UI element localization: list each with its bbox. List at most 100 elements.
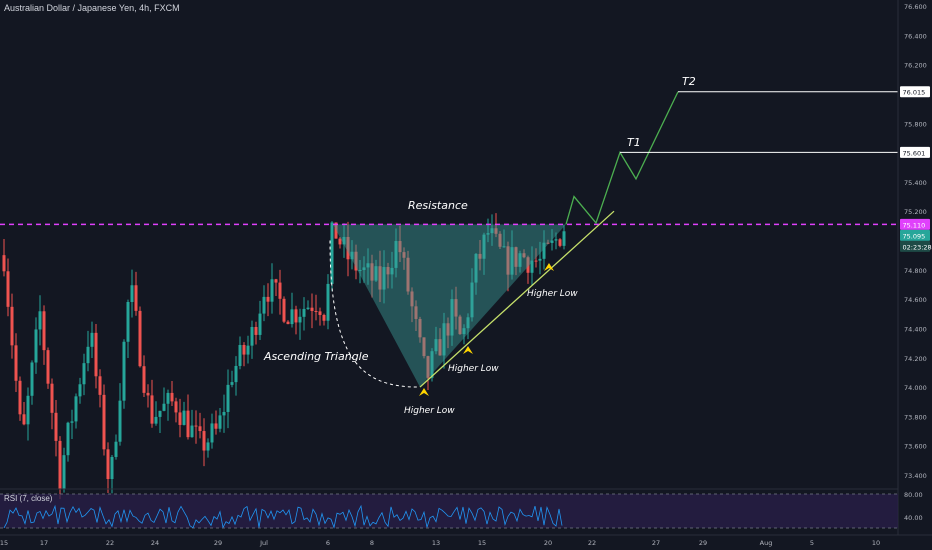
candle-body [134, 285, 138, 311]
candle-body [294, 309, 298, 323]
price-tick-label: 76.200 [904, 62, 927, 70]
time-axis[interactable]: 15 17 22 24 29 Jul 6 8 13 15 20 22 27 29 Aug 5 10 [0, 534, 932, 547]
higher-low-marker-2 [463, 346, 473, 354]
candle-body [106, 449, 110, 479]
price-tick-label: 74.600 [904, 296, 927, 304]
candle-body [186, 410, 190, 438]
price-axis[interactable]: 76.60076.40076.20076.00075.80075.60075.4… [897, 0, 932, 535]
resistance-label: Resistance [408, 199, 468, 212]
candle-body [282, 298, 286, 322]
candle-body [430, 351, 434, 378]
candle-body [402, 252, 406, 258]
time-tick-label: Aug [760, 539, 773, 547]
rsi-lower-label: 40.00 [904, 514, 923, 522]
candle-body [358, 269, 362, 271]
chart-title: Australian Dollar / Japanese Yen, 4h, FX… [4, 3, 180, 13]
candle-body [390, 267, 394, 275]
price-tick-label: 75.200 [904, 208, 927, 216]
candle-body [74, 396, 78, 422]
candle-body [198, 426, 202, 432]
candle-body [78, 384, 82, 397]
time-tick-label: 5 [810, 539, 814, 547]
higher-low-label-3: Higher Low [527, 289, 578, 299]
candle-body [562, 231, 566, 246]
candle-body [270, 279, 274, 302]
time-tick-label: 8 [370, 539, 374, 547]
t2-price-badge: 76.015 [903, 89, 926, 97]
higher-low-marker-3 [544, 263, 554, 271]
time-tick-label: 6 [326, 539, 330, 547]
candle-body [174, 401, 178, 413]
candle-body [70, 421, 74, 423]
triangle-arc [329, 240, 419, 388]
candle-body [470, 282, 474, 318]
price-tick-label: 74.000 [904, 384, 927, 392]
candle-body [542, 242, 546, 259]
rsi-pane: 80.00 40.00 [0, 488, 923, 529]
candle-body [18, 380, 22, 415]
time-tick-label: 29 [214, 539, 222, 547]
candle-body [46, 350, 50, 384]
candle-body [302, 308, 306, 317]
candle-body [62, 455, 66, 490]
projection-path [565, 91, 679, 225]
candle-body [258, 313, 262, 335]
higher-low-marker-1 [419, 388, 429, 396]
candle-body [226, 384, 230, 412]
candle-body [526, 257, 530, 273]
countdown-badge-bg [900, 240, 930, 252]
time-tick-label: 29 [699, 539, 707, 547]
t1-price-badge-bg [900, 146, 930, 158]
candle-body [14, 345, 18, 381]
rsi-label: RSI (7, close) [4, 494, 53, 503]
countdown-badge: 02:23:28 [903, 243, 932, 251]
candle-body [202, 431, 206, 451]
candle-body [558, 239, 562, 246]
candle-body [298, 316, 302, 323]
price-tick-label: 74.800 [904, 267, 927, 275]
candle-body [546, 242, 550, 244]
candle-body [26, 395, 30, 425]
candles-layer [2, 213, 566, 500]
candle-body [290, 309, 294, 325]
candle-body [522, 253, 526, 258]
candle-body [118, 400, 122, 442]
candle-body [534, 260, 538, 262]
candle-body [506, 246, 510, 275]
candle-body [34, 329, 38, 363]
candle-body [530, 260, 534, 273]
candle-body [130, 285, 134, 302]
time-tick-label: 24 [151, 539, 159, 547]
candle-body [346, 236, 350, 260]
candle-body [154, 416, 158, 424]
higher-low-label-1: Higher Low [404, 406, 455, 416]
price-tick-label: 75.400 [904, 179, 927, 187]
candle-body [374, 266, 378, 281]
t1-price-badge: 75.601 [903, 149, 926, 157]
candle-body [122, 341, 126, 401]
candle-body [222, 411, 226, 416]
candle-body [410, 291, 414, 307]
price-tick-label: 75.800 [904, 120, 927, 128]
t1-label: T1 [627, 136, 641, 149]
candle-body [110, 456, 114, 479]
time-tick-label: 17 [40, 539, 48, 547]
candle-body [378, 266, 382, 290]
time-tick-label: 13 [432, 539, 440, 547]
t2-label: T2 [682, 75, 696, 88]
price-tick-label: 76.600 [904, 3, 927, 11]
candle-body [318, 311, 322, 315]
candle-body [334, 222, 338, 239]
candle-body [474, 253, 478, 283]
candle-body [490, 228, 494, 234]
candle-body [274, 279, 278, 283]
candle-body [414, 306, 418, 319]
candle-body [126, 301, 130, 342]
candle-body [314, 310, 318, 312]
candle-body [150, 395, 154, 424]
candle-body [178, 412, 182, 425]
price-tick-label: 74.200 [904, 355, 927, 363]
candle-body [182, 410, 186, 425]
candle-body [262, 296, 266, 314]
